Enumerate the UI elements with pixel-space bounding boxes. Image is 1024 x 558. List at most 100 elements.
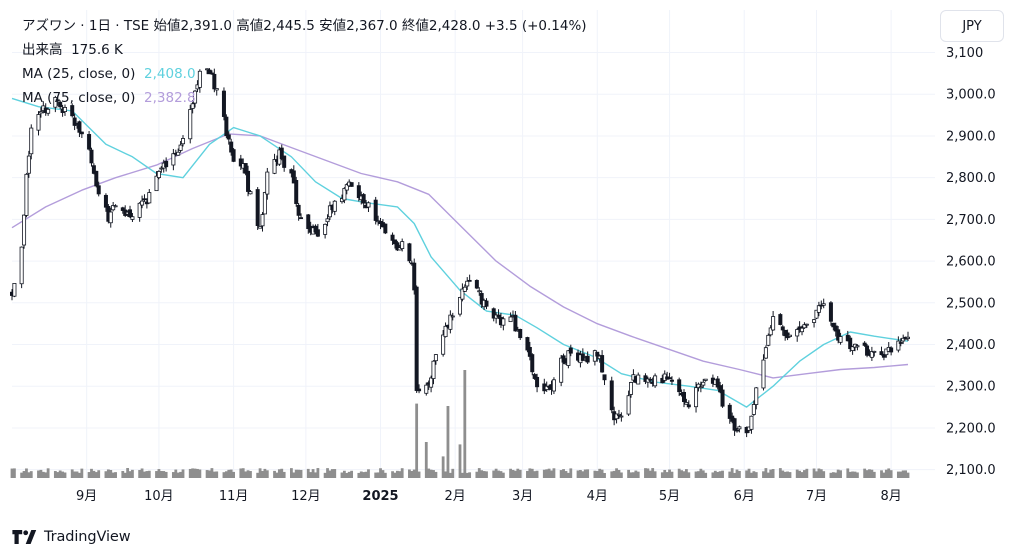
volume-bar [798, 470, 802, 478]
volume-bar [754, 472, 758, 478]
candle-down [535, 376, 540, 388]
volume-bar [735, 469, 739, 478]
volume-bar [701, 470, 705, 478]
candle-down [602, 374, 607, 381]
candle-up [26, 155, 31, 174]
candle-up [814, 309, 819, 319]
candle-down [94, 170, 99, 187]
volume-bar [314, 472, 317, 478]
volume-bar [87, 472, 91, 478]
volume-bar [586, 469, 590, 478]
volume-bar [552, 468, 556, 478]
volume-bar [126, 468, 130, 478]
volume-bar [475, 471, 479, 478]
candle-up [147, 192, 152, 204]
volume-bar [509, 468, 512, 478]
tradingview-logo[interactable]: TradingView [12, 526, 131, 548]
volume-bar [533, 471, 537, 478]
volume-bar [347, 471, 351, 478]
volume-bar [10, 468, 14, 478]
ma75-line [11, 133, 909, 379]
volume-bar [477, 468, 481, 478]
volume-bar [46, 468, 50, 478]
volume-bar [856, 472, 859, 478]
candle-up [272, 159, 277, 174]
candle-down [390, 234, 395, 241]
volume-bar [699, 468, 703, 478]
volume-bar [518, 469, 522, 478]
candle-down [862, 342, 867, 346]
volume-bar [114, 472, 117, 478]
volume-bar [155, 471, 158, 478]
candle-down [833, 325, 838, 332]
ma25-line [11, 97, 909, 408]
candle-up [629, 382, 634, 395]
candle-down [530, 354, 535, 373]
volume-bar [831, 472, 835, 478]
candle-down [373, 199, 378, 221]
candle-down [585, 355, 590, 363]
volume-bar [817, 468, 821, 478]
time-axis[interactable]: 9月 10月 11月 12月 2025 2月 3月 4月 5月 6月 7月 8月 [76, 489, 902, 504]
candle-down [669, 379, 674, 382]
time-tick-label: 6月 [734, 489, 755, 504]
volume-bar [482, 471, 486, 478]
candle-down [414, 286, 419, 391]
ohlc-legend-text: アズワン · 1日 · TSE 始値2,391.0 高値2,445.5 安値2,… [22, 18, 587, 34]
volume-bar [882, 472, 886, 478]
volume-bar [227, 469, 231, 478]
volume-bar [583, 469, 587, 478]
volume-bar [870, 469, 874, 478]
volume-bar [58, 470, 62, 478]
volume-bar [446, 406, 450, 478]
candle-up [653, 375, 658, 387]
volume-bar [342, 470, 346, 478]
candle-down [889, 347, 894, 353]
currency-button[interactable]: JPY [940, 10, 1004, 42]
volume-bar [241, 468, 245, 478]
candle-down [828, 302, 833, 322]
volume-bar [444, 471, 447, 478]
candle-up [111, 205, 116, 211]
volume-bar [619, 472, 623, 478]
volume-bar [632, 472, 635, 478]
candle-up [800, 327, 805, 333]
volume-bar [559, 470, 563, 478]
volume-bar [258, 468, 262, 478]
volume-bar [651, 468, 655, 478]
volume-bar [822, 471, 826, 478]
price-axis[interactable]: 3,100 3,000.0 2,900.0 2,800.0 2,700.0 2,600.0… [946, 46, 996, 478]
volume-bar [350, 470, 354, 478]
candle-down [72, 117, 77, 126]
candle-up [465, 280, 470, 287]
volume-bar [94, 472, 98, 478]
volume-bar [812, 468, 816, 478]
volume-bar [685, 469, 688, 478]
volume-bar [164, 471, 168, 478]
ma75-legend-row[interactable]: MA (75, close, 0) 2,382.8 [22, 86, 587, 110]
volume-bar [362, 472, 366, 478]
ma25-legend-row[interactable]: MA (25, close, 0) 2,408.0 [22, 62, 587, 86]
volume-bar [147, 470, 151, 478]
volume-bar [530, 468, 534, 478]
candle-down [120, 207, 125, 211]
candle-up [838, 336, 843, 343]
volume-bar [644, 468, 647, 478]
volume-bar [61, 471, 64, 478]
volume-bar [547, 468, 551, 478]
volume-bar [232, 471, 235, 478]
candle-down [532, 374, 537, 379]
volume-bar [819, 469, 823, 478]
candle-down [226, 134, 231, 140]
volume-bar [179, 471, 183, 478]
volume-bar [379, 468, 382, 478]
volume-bar [617, 469, 621, 478]
volume-bar [901, 470, 905, 478]
volume-bar [275, 472, 279, 478]
candle-down [313, 225, 318, 233]
volume-bar [326, 468, 329, 478]
volume-bar [196, 468, 199, 478]
candle-up [696, 383, 701, 389]
volume-bar [224, 471, 228, 478]
